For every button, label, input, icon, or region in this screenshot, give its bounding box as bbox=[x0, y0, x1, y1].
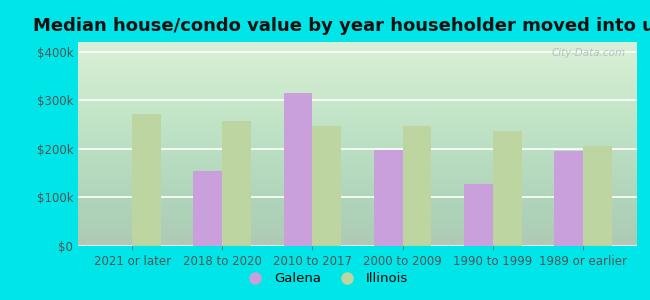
Bar bbox=[374, 150, 402, 246]
Bar bbox=[583, 146, 612, 246]
Legend: Galena, Illinois: Galena, Illinois bbox=[237, 267, 413, 290]
Bar bbox=[132, 114, 161, 246]
Bar bbox=[313, 125, 341, 246]
Text: City-Data.com: City-Data.com bbox=[552, 48, 626, 58]
Bar bbox=[402, 126, 432, 246]
Bar bbox=[283, 93, 313, 246]
Bar bbox=[554, 151, 583, 246]
Title: Median house/condo value by year householder moved into unit: Median house/condo value by year househo… bbox=[32, 17, 650, 35]
Bar bbox=[493, 131, 521, 246]
Bar bbox=[222, 121, 251, 246]
Bar bbox=[464, 184, 493, 246]
Bar bbox=[194, 171, 222, 246]
